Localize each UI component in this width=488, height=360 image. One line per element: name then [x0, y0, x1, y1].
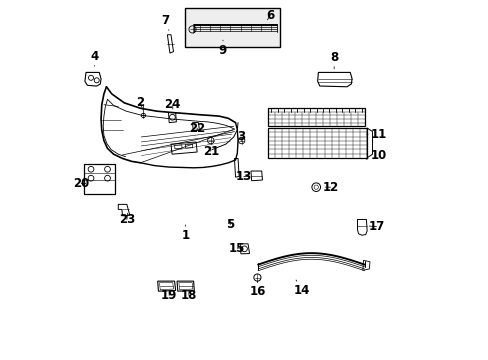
Text: 6: 6	[265, 9, 274, 22]
Text: 13: 13	[235, 170, 251, 183]
Text: 23: 23	[119, 213, 135, 226]
Text: 1: 1	[181, 225, 189, 242]
Text: 18: 18	[181, 289, 197, 302]
Text: 11: 11	[366, 127, 386, 141]
Text: 14: 14	[293, 280, 309, 297]
Text: 21: 21	[202, 145, 219, 158]
Text: 19: 19	[161, 289, 177, 302]
Text: 8: 8	[329, 51, 338, 69]
Text: 3: 3	[236, 130, 244, 144]
Text: 20: 20	[73, 177, 89, 190]
Text: 2: 2	[136, 96, 144, 109]
Text: 9: 9	[219, 40, 226, 57]
Text: 4: 4	[90, 50, 99, 66]
Text: 22: 22	[189, 122, 205, 135]
Text: 16: 16	[249, 281, 265, 298]
Text: 5: 5	[225, 218, 234, 231]
Text: 10: 10	[366, 149, 386, 162]
Text: 17: 17	[367, 220, 384, 233]
Text: 12: 12	[322, 181, 338, 194]
Bar	[185, 8, 280, 47]
Text: 24: 24	[164, 98, 181, 111]
Text: 15: 15	[229, 242, 245, 255]
Text: 7: 7	[161, 14, 169, 30]
